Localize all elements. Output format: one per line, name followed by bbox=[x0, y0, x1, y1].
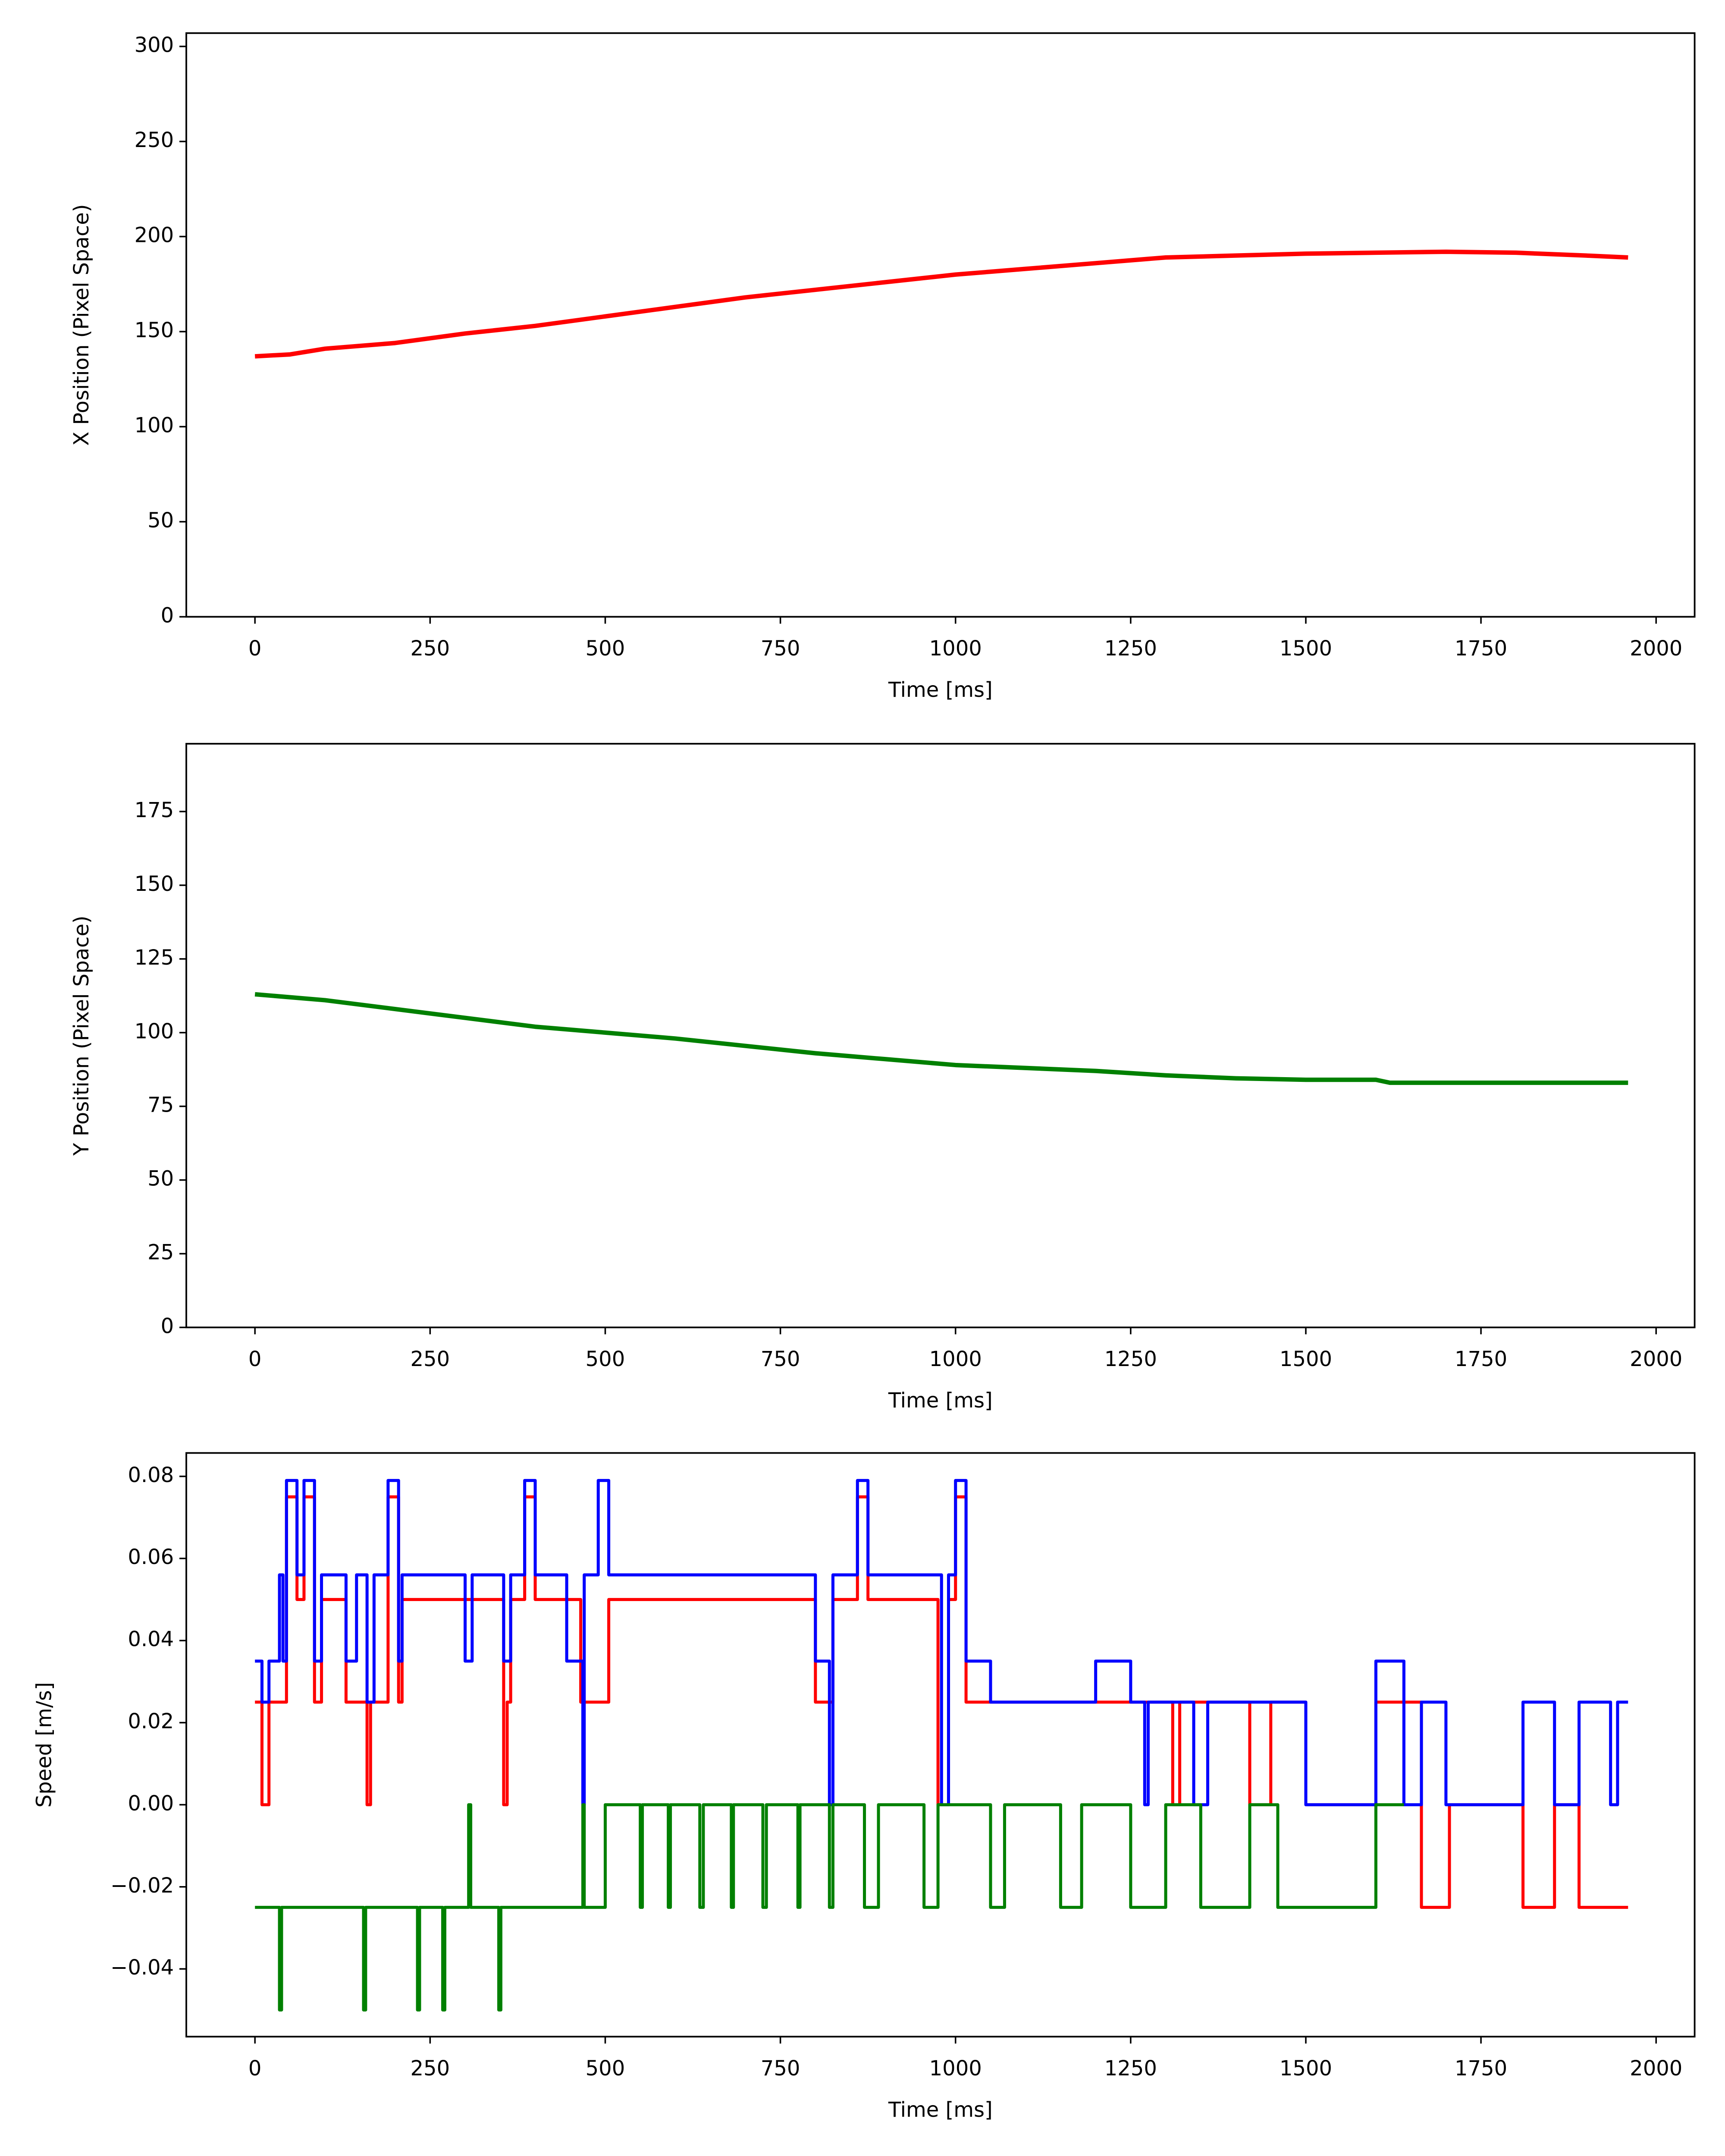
y-tick-label: 50 bbox=[147, 1167, 174, 1191]
x-tick-label: 1000 bbox=[929, 636, 982, 661]
y-tick-label: 0.02 bbox=[128, 1709, 174, 1733]
x-tick-label: 250 bbox=[411, 1347, 450, 1371]
x-axis-label: Time [ms] bbox=[888, 2098, 993, 2122]
y-tick-label: 75 bbox=[147, 1093, 174, 1117]
x-tick-label: 1250 bbox=[1104, 1347, 1157, 1371]
plot-frame bbox=[185, 32, 1696, 618]
y-tick-label: 250 bbox=[135, 128, 174, 152]
y-tick-label: 300 bbox=[135, 33, 174, 57]
x-tick-label: 750 bbox=[761, 2056, 800, 2081]
y-tick-label: 100 bbox=[135, 1019, 174, 1044]
x-tick-label: 2000 bbox=[1630, 636, 1682, 661]
y-tick-label: 125 bbox=[135, 946, 174, 970]
y-tick-label: 0.00 bbox=[128, 1791, 174, 1815]
x-tick-label: 1500 bbox=[1280, 1347, 1332, 1371]
y-tick-label: 0.08 bbox=[128, 1463, 174, 1487]
data-line bbox=[255, 1803, 1404, 2012]
plot-frame bbox=[185, 743, 1696, 1329]
x-tick-label: 0 bbox=[248, 1347, 262, 1371]
x-tick-label: 250 bbox=[411, 636, 450, 661]
x-tick-label: 500 bbox=[586, 2056, 625, 2081]
x-axis-label: Time [ms] bbox=[888, 1388, 993, 1413]
y-tick-label: 0.04 bbox=[128, 1627, 174, 1651]
data-line bbox=[254, 249, 1628, 359]
x-tick-label: 500 bbox=[586, 636, 625, 661]
x-tick-label: 1000 bbox=[929, 2056, 982, 2081]
y-tick-label: 0 bbox=[161, 1314, 174, 1338]
x-tick-label: 0 bbox=[248, 636, 262, 661]
x-tick-label: 500 bbox=[586, 1347, 625, 1371]
y-tick-label: 175 bbox=[135, 798, 174, 822]
data-line bbox=[254, 992, 1628, 1085]
y-tick-label: 150 bbox=[135, 872, 174, 896]
y-tick-label: −0.02 bbox=[110, 1874, 174, 1898]
x-tick-label: 2000 bbox=[1630, 1347, 1682, 1371]
y-tick-label: 50 bbox=[147, 508, 174, 533]
x-tick-label: 250 bbox=[411, 2056, 450, 2081]
chart: 0 250 500 750 1000 1250 1500 1750 2000 0 25 50 75 100… bbox=[69, 743, 1696, 1413]
y-axis-label: Y Position (Pixel Space) bbox=[69, 915, 94, 1156]
x-tick-label: 750 bbox=[761, 1347, 800, 1371]
x-tick-label: 1000 bbox=[929, 1347, 982, 1371]
x-tick-label: 1250 bbox=[1104, 636, 1157, 661]
y-tick-label: 0 bbox=[161, 603, 174, 627]
x-tick-label: 1750 bbox=[1455, 636, 1507, 661]
x-tick-label: 1750 bbox=[1455, 2056, 1507, 2081]
x-tick-label: 1250 bbox=[1104, 2056, 1157, 2081]
x-axis-label: Time [ms] bbox=[888, 678, 993, 702]
y-tick-label: 100 bbox=[135, 413, 174, 437]
y-tick-label: 150 bbox=[135, 318, 174, 342]
x-tick-label: 1750 bbox=[1455, 1347, 1507, 1371]
y-tick-label: 0.06 bbox=[128, 1545, 174, 1569]
y-tick-label: 25 bbox=[147, 1240, 174, 1264]
chart: 0 250 500 750 1000 1250 1500 1750 2000 0 50 100 150 2… bbox=[69, 32, 1696, 702]
y-tick-label: 200 bbox=[135, 223, 174, 248]
y-tick-label: −0.04 bbox=[110, 1955, 174, 1980]
x-tick-label: 0 bbox=[248, 2056, 262, 2081]
plot-frame bbox=[185, 1452, 1696, 2038]
data-line bbox=[255, 1479, 1628, 1806]
chart: 0 250 500 750 1000 1250 1500 1750 2000 −0.04 −0.02… bbox=[32, 1452, 1696, 2122]
x-tick-label: 1500 bbox=[1280, 2056, 1332, 2081]
y-axis-label: Speed [m/s] bbox=[32, 1682, 56, 1808]
x-tick-label: 1500 bbox=[1280, 636, 1332, 661]
y-axis-label: X Position (Pixel Space) bbox=[69, 204, 94, 445]
x-tick-label: 2000 bbox=[1630, 2056, 1682, 2081]
x-tick-label: 750 bbox=[761, 636, 800, 661]
